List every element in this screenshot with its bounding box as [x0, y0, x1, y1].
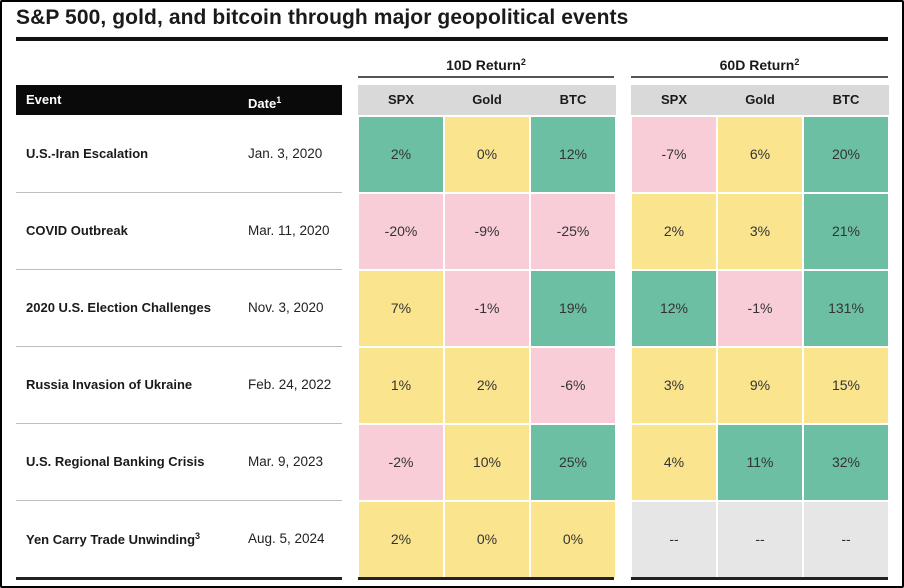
row-divider [16, 423, 342, 424]
event-label: COVID Outbreak [26, 223, 128, 238]
return-cell: 10% [444, 424, 530, 501]
column-header-10d-btc: BTC [530, 85, 616, 115]
return-cell: 0% [444, 501, 530, 578]
event-name: U.S. Regional Banking Crisis [26, 453, 205, 469]
event-date: Nov. 3, 2020 [248, 299, 324, 315]
return-cell: 12% [631, 270, 717, 347]
header-event: Event [26, 92, 62, 107]
group-header-60d-sup: 2 [794, 57, 800, 67]
return-cell: 11% [717, 424, 803, 501]
bottom-rule-left [16, 577, 342, 580]
return-cell: 6% [717, 116, 803, 193]
group-underline-60d [631, 76, 888, 78]
group-header-60d: 60D Return2 [631, 52, 888, 78]
return-cell: -- [631, 501, 717, 578]
return-cell: 0% [444, 116, 530, 193]
header-date-label: Date [248, 96, 277, 111]
return-cell: -6% [530, 347, 616, 424]
table-header-left: Event Date1 [16, 85, 342, 115]
return-cell: 12% [530, 116, 616, 193]
return-cell: 25% [530, 424, 616, 501]
event-date: Jan. 3, 2020 [248, 145, 323, 161]
header-date: Date1 [248, 85, 281, 119]
return-cell: 20% [803, 116, 889, 193]
event-date: Aug. 5, 2024 [248, 530, 325, 546]
return-cell: -25% [530, 193, 616, 270]
return-cell: -1% [717, 270, 803, 347]
event-name: 2020 U.S. Election Challenges [26, 299, 211, 315]
group-header-10d-sup: 2 [520, 57, 526, 67]
event-name: Yen Carry Trade Unwinding [26, 531, 196, 547]
event-date: Feb. 24, 2022 [248, 376, 332, 392]
column-header-60d-btc: BTC [803, 85, 889, 115]
return-cell: 131% [803, 270, 889, 347]
return-cell: 1% [358, 347, 444, 424]
return-cell: 19% [530, 270, 616, 347]
event-name: COVID Outbreak [26, 222, 128, 238]
event-footnote: 3 [195, 530, 201, 541]
return-cell: 2% [358, 116, 444, 193]
event-date: Mar. 11, 2020 [248, 222, 330, 238]
event-date: Mar. 9, 2023 [248, 453, 324, 469]
return-cell: 21% [803, 193, 889, 270]
event-label: U.S. Regional Banking Crisis [26, 454, 204, 469]
title-rule [16, 37, 888, 41]
return-cell: 9% [717, 347, 803, 424]
column-header-60d-spx: SPX [631, 85, 717, 115]
header-date-sup: 1 [276, 95, 282, 105]
return-cell: -- [717, 501, 803, 578]
event-label: 2020 U.S. Election Challenges [26, 300, 211, 315]
return-cell: 15% [803, 347, 889, 424]
group-header-60d-label: 60D Return [719, 57, 795, 73]
row-divider [16, 192, 342, 193]
row-divider [16, 346, 342, 347]
return-cell: 32% [803, 424, 889, 501]
return-cell: -20% [358, 193, 444, 270]
column-header-10d-spx: SPX [358, 85, 444, 115]
event-label: Yen Carry Trade Unwinding3 [26, 531, 200, 547]
return-cell: -2% [358, 424, 444, 501]
event-label: Russia Invasion of Ukraine [26, 377, 192, 392]
event-name: Russia Invasion of Ukraine [26, 376, 193, 392]
return-cell: -7% [631, 116, 717, 193]
chart-title: S&P 500, gold, and bitcoin through major… [16, 6, 629, 29]
group-header-10d: 10D Return2 [358, 52, 614, 78]
group-underline-10d [358, 76, 614, 78]
row-divider [16, 500, 342, 501]
return-cell: -9% [444, 193, 530, 270]
return-cell: -- [803, 501, 889, 578]
group-header-10d-label: 10D Return [446, 57, 521, 73]
row-divider [16, 269, 342, 270]
bottom-rule-60d [631, 577, 888, 580]
return-cell: 2% [358, 501, 444, 578]
return-cell: 3% [717, 193, 803, 270]
bottom-rule-10d [358, 577, 614, 580]
event-label: U.S.-Iran Escalation [26, 146, 148, 161]
return-cell: 0% [530, 501, 616, 578]
return-cell: -1% [444, 270, 530, 347]
column-header-60d-gold: Gold [717, 85, 803, 115]
return-cell: 4% [631, 424, 717, 501]
return-cell: 3% [631, 347, 717, 424]
return-cell: 7% [358, 270, 444, 347]
column-header-10d-gold: Gold [444, 85, 530, 115]
event-name: U.S.-Iran Escalation [26, 145, 149, 161]
return-cell: 2% [631, 193, 717, 270]
return-cell: 2% [444, 347, 530, 424]
